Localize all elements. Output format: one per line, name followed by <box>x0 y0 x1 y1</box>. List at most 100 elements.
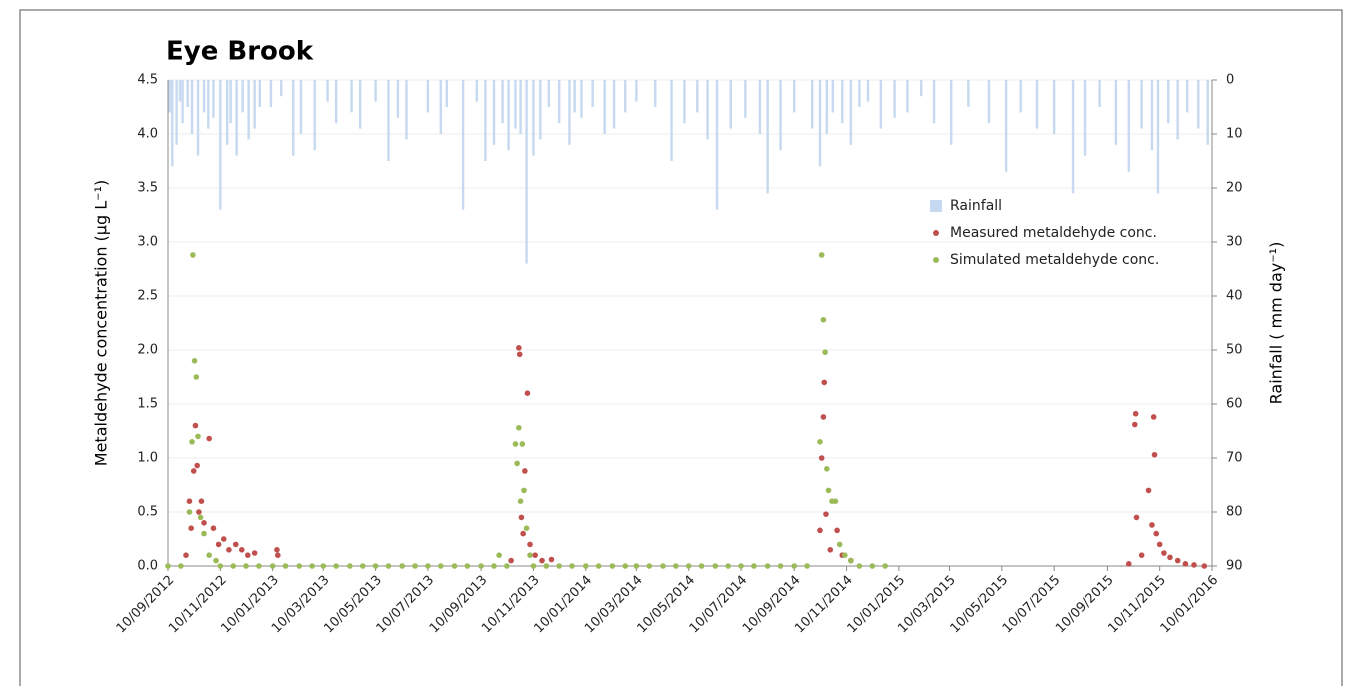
rain-bar <box>811 80 814 129</box>
point <box>1150 414 1157 420</box>
legend-label: Rainfall <box>950 198 1002 214</box>
point <box>822 349 828 355</box>
point <box>412 563 418 569</box>
point <box>698 563 705 569</box>
point <box>491 563 497 569</box>
rain-bar <box>358 80 362 129</box>
y-tick-label: 4.5 <box>137 73 158 88</box>
point <box>818 455 825 461</box>
rain-bar <box>1185 80 1189 113</box>
rain-bar <box>818 80 822 167</box>
legend-label: Measured metaldehyde conc. <box>950 225 1157 241</box>
rain-bar <box>507 80 510 151</box>
point <box>243 563 249 569</box>
y2-tick-label: 50 <box>1226 343 1243 358</box>
rain-bar <box>1197 80 1200 129</box>
point <box>556 563 562 569</box>
rain-bar <box>475 80 479 102</box>
point <box>530 563 537 569</box>
point <box>856 563 863 569</box>
point <box>1138 552 1145 558</box>
rain-bar <box>573 80 576 113</box>
y2-tick-label: 40 <box>1226 289 1243 304</box>
point <box>197 514 204 521</box>
rain-bar <box>849 80 853 145</box>
point <box>869 563 876 569</box>
point <box>198 498 205 505</box>
point <box>496 552 502 558</box>
point <box>186 509 193 515</box>
rain-bar <box>313 80 316 151</box>
rain-bar <box>514 80 517 129</box>
rain-bar <box>492 80 496 145</box>
point <box>751 563 757 569</box>
point <box>820 414 827 420</box>
rain-bar <box>484 80 487 161</box>
point <box>188 525 194 531</box>
point <box>1151 451 1158 458</box>
rain-bar <box>168 80 171 113</box>
rain-bar <box>175 80 178 145</box>
rain-bar <box>729 80 732 129</box>
rain-bar <box>866 80 870 102</box>
point <box>842 552 848 558</box>
point <box>206 552 212 558</box>
rain-bar <box>987 80 991 124</box>
rain-bar <box>207 80 210 129</box>
point <box>738 563 744 569</box>
point <box>451 563 458 569</box>
point <box>201 530 207 537</box>
rain-bar <box>568 80 571 145</box>
point <box>820 316 827 323</box>
point <box>1131 421 1138 428</box>
point <box>685 563 692 569</box>
point <box>251 550 258 556</box>
point <box>274 547 280 553</box>
point <box>1125 561 1132 567</box>
point <box>791 563 798 569</box>
point <box>190 468 197 474</box>
point <box>201 520 207 526</box>
point <box>399 563 405 569</box>
rain-bar <box>635 80 638 102</box>
rain-bar <box>1019 80 1022 113</box>
rain-bar <box>186 80 189 107</box>
point <box>818 252 825 258</box>
rain-bar <box>696 80 699 113</box>
point <box>220 536 227 542</box>
point <box>256 563 262 569</box>
point <box>660 563 666 569</box>
point <box>232 541 239 548</box>
point <box>532 552 538 558</box>
point <box>206 435 212 442</box>
point <box>226 547 232 553</box>
point <box>520 530 526 537</box>
y-tick-label: 1.0 <box>137 451 158 466</box>
point <box>524 390 531 397</box>
point <box>244 552 251 558</box>
point <box>464 563 471 569</box>
point <box>817 439 823 445</box>
point <box>190 252 196 258</box>
rain-bar <box>229 80 232 124</box>
rain-bar <box>591 80 594 107</box>
rain-bar <box>387 80 390 161</box>
point <box>523 525 530 531</box>
point <box>282 563 289 569</box>
point <box>504 563 510 569</box>
point <box>385 563 392 569</box>
rain-bar <box>253 80 256 129</box>
point <box>516 351 523 358</box>
point <box>821 379 828 386</box>
rain-bar <box>779 80 782 151</box>
chart-title: Eye Brook <box>166 37 314 67</box>
point <box>622 563 629 569</box>
rain-bar <box>178 80 182 102</box>
point <box>195 433 201 440</box>
rain-bar <box>374 80 377 102</box>
rain-bar <box>580 80 583 118</box>
rain-bar <box>906 80 909 113</box>
point <box>609 563 616 569</box>
point <box>836 541 843 548</box>
